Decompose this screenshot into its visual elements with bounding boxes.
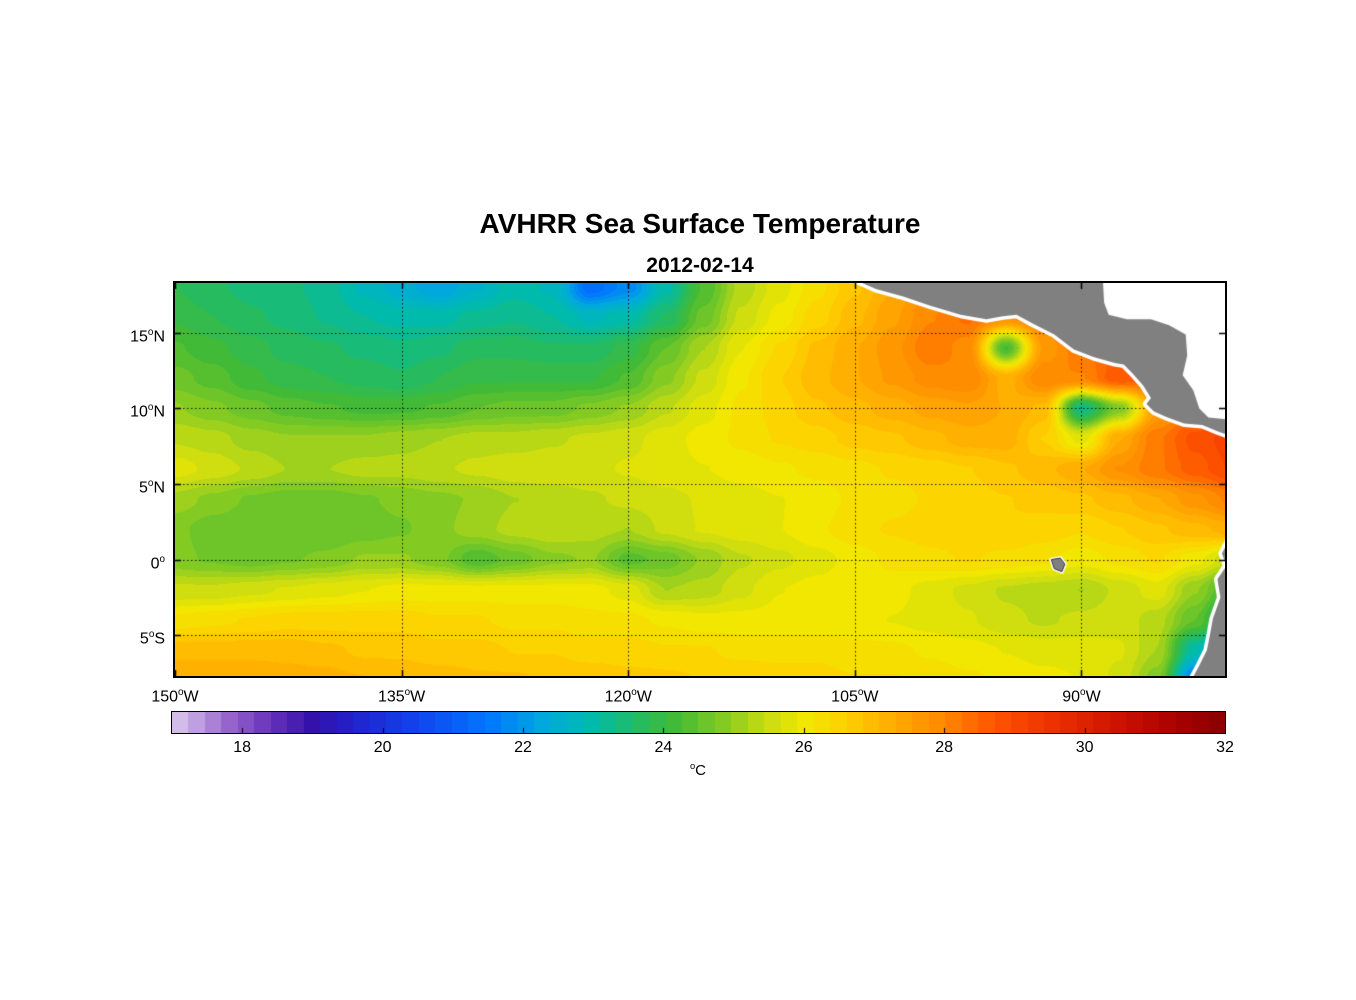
colorbar-tick-label: 26 xyxy=(794,739,813,756)
x-tick-label: 135oW xyxy=(377,687,426,706)
colorbar-tick-label: 20 xyxy=(373,739,392,756)
x-tick-label: 90oW xyxy=(1062,687,1101,706)
colorbar-tick-label: 18 xyxy=(233,739,252,756)
colorbar-tick-label: 30 xyxy=(1075,739,1094,756)
x-tick-label: 105oW xyxy=(831,687,879,706)
colorbar-tick-label: 22 xyxy=(514,739,532,756)
colorbar-canvas xyxy=(172,712,1225,733)
plot-frame xyxy=(173,281,1227,678)
x-tick-label: 150oW xyxy=(151,687,199,706)
y-tick-label: 5oS xyxy=(139,629,165,648)
colorbar-frame xyxy=(171,711,1226,734)
chart-subtitle: 2012-02-14 xyxy=(646,254,754,277)
colorbar-unit-label: oC xyxy=(689,761,706,779)
sst-map-canvas xyxy=(175,283,1225,676)
y-tick-label: 10oN xyxy=(130,402,165,421)
y-tick-label: 0o xyxy=(150,553,165,572)
chart-title: AVHRR Sea Surface Temperature xyxy=(479,208,921,239)
colorbar-tick-label: 28 xyxy=(935,739,954,756)
colorbar-tick-label: 32 xyxy=(1216,739,1234,756)
y-tick-label: 15oN xyxy=(130,326,165,346)
x-tick-label: 120oW xyxy=(604,687,652,706)
colorbar-tick-label: 24 xyxy=(654,739,673,756)
y-tick-label: 5oN xyxy=(139,478,165,497)
